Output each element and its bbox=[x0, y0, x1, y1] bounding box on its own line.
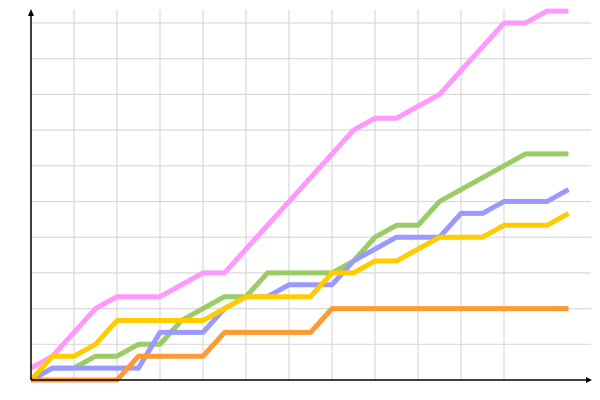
series-line-2 bbox=[29, 187, 570, 383]
axes bbox=[28, 9, 592, 383]
series-line-3 bbox=[29, 211, 570, 382]
series-line-4 bbox=[31, 306, 569, 383]
series-line-1 bbox=[29, 151, 569, 383]
y-axis-arrow-icon bbox=[28, 9, 34, 16]
series-line-0 bbox=[29, 8, 569, 371]
x-axis-arrow-icon bbox=[586, 377, 592, 383]
series-group bbox=[29, 8, 570, 383]
